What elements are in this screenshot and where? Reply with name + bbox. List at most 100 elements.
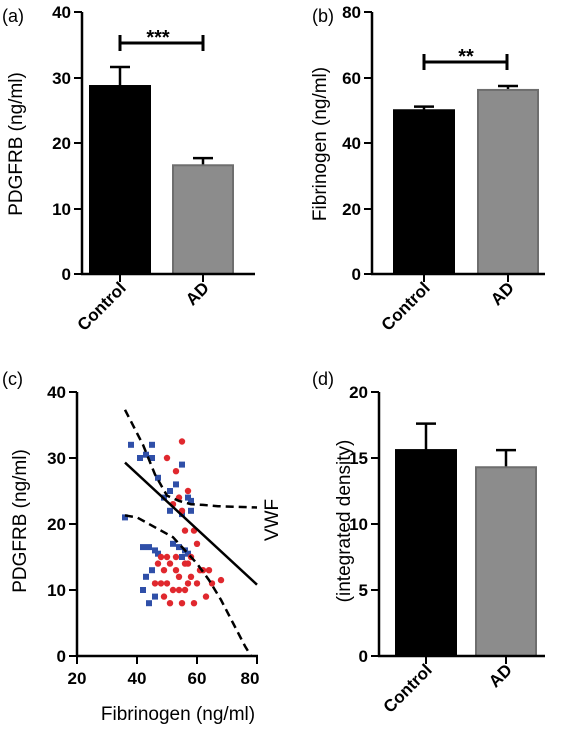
panel-c-point-red-11 — [172, 553, 180, 561]
panel-a-significance-stars: *** — [146, 27, 170, 49]
panel-a-ytick-2: 20 — [52, 134, 71, 153]
panel-b-xtick-control: Control — [378, 278, 434, 334]
panel-b-ytick-3: 60 — [342, 69, 361, 88]
panel-c-point-blue-17 — [149, 567, 155, 574]
panel-c-point-red-20 — [193, 580, 201, 587]
panel-d-ytick-1: 5 — [359, 581, 368, 600]
panel-c-fit-line — [124, 461, 258, 586]
panel-d-control-bar — [395, 449, 457, 657]
panel-b-xtick-marks — [423, 274, 509, 282]
panel-c-point-red-12 — [166, 560, 174, 567]
panel-c-point-blue-14 — [146, 544, 152, 551]
panel-d-yticks: 0 5 10 15 20 — [349, 383, 368, 666]
panel-c-point-blue-26 — [179, 554, 185, 560]
panel-a: (a) PDGFRB (ng/ml) 0 10 20 30 40 Control… — [2, 3, 255, 335]
panel-d-xtick-control: Control — [380, 660, 436, 716]
panel-c-ytick-1: 10 — [47, 581, 66, 600]
panel-b-control-bar — [393, 109, 455, 275]
panel-d-ytick-marks — [371, 391, 379, 657]
panel-c-plot — [122, 409, 258, 657]
panel-c-point-red-6 — [184, 487, 192, 495]
panel-b-bars — [393, 84, 539, 275]
panel-c-point-blue-25 — [185, 550, 191, 557]
panel-c: (c) PDGFRB (ng/ml) 0 10 20 30 40 20 40 6… — [2, 369, 283, 725]
panel-c-point-blue-2 — [143, 451, 149, 458]
panel-d-ytick-2: 10 — [349, 515, 368, 534]
panel-b-ytick-4: 80 — [342, 3, 361, 22]
panel-c-point-red-38 — [151, 580, 159, 587]
panel-b-ytick-0: 0 — [352, 265, 361, 284]
panel-c-ci-upper — [123, 409, 258, 509]
panel-b-ytick-1: 20 — [342, 200, 361, 219]
panel-c-point-blue-0 — [128, 441, 134, 448]
panel-c-point-red-0 — [178, 438, 186, 445]
panel-c-point-red-2 — [172, 468, 180, 475]
panel-a-label: (a) — [2, 6, 24, 26]
panel-c-point-red-9 — [181, 527, 189, 534]
panel-c-xtick-60: 60 — [188, 669, 207, 688]
panel-c-point-blue-23 — [176, 544, 182, 551]
panel-b: (b) Fibrinogen (ng/ml) 0 20 40 60 80 Con… — [310, 3, 545, 335]
panel-c-ytick-2: 20 — [47, 515, 66, 534]
panel-c-point-blue-27 — [167, 488, 173, 494]
panel-c-point-blue-16 — [155, 550, 161, 557]
panel-c-point-blue-8 — [179, 461, 185, 468]
panel-c-ytick-4: 40 — [47, 383, 66, 402]
panel-a-significance — [118, 35, 205, 51]
panel-a-control-bar — [89, 85, 151, 275]
panel-c-point-red-24 — [202, 593, 210, 600]
panel-c-ytick-0: 0 — [57, 647, 66, 666]
panel-c-ytick-marks — [69, 391, 77, 657]
panel-c-ytick-3: 30 — [47, 449, 66, 468]
panel-a-ad-bar — [172, 164, 234, 276]
panel-b-yticks: 0 20 40 60 80 — [342, 3, 361, 284]
panel-c-point-blue-11 — [188, 507, 194, 514]
panel-b-ytick-2: 40 — [342, 134, 361, 153]
panel-c-point-red-34 — [205, 567, 213, 574]
panel-c-point-red-28 — [160, 593, 168, 600]
panel-a-yticks: 0 10 20 30 40 — [52, 3, 71, 284]
panel-c-point-blue-20 — [152, 593, 158, 600]
panel-c-point-red-35 — [172, 567, 180, 574]
panel-c-yticks: 0 10 20 30 40 — [47, 383, 66, 666]
panel-c-point-red-31 — [181, 560, 189, 567]
panel-c-point-blue-21 — [146, 600, 152, 607]
panel-c-point-red-19 — [187, 573, 195, 580]
panel-b-ytick-marks — [364, 11, 372, 275]
panel-c-xlabel: Fibrinogen (ng/ml) — [101, 704, 255, 725]
panel-d-ytick-4: 20 — [349, 383, 368, 402]
panel-b-ad-bar — [477, 88, 539, 275]
panel-c-annotation-vwf: VWF — [262, 499, 283, 541]
panel-d-ylabel: (integrated density) — [334, 440, 355, 603]
panel-c-point-blue-19 — [140, 587, 146, 593]
panel-c-xtick-80: 80 — [241, 669, 260, 688]
panel-c-point-blue-4 — [149, 455, 155, 461]
panel-c-point-red-39 — [157, 553, 165, 561]
panel-c-point-red-23 — [217, 576, 225, 584]
panel-c-point-red-27 — [166, 600, 174, 607]
panel-c-point-red-17 — [175, 573, 183, 580]
panel-c-ylabel: PDGFRB (ng/ml) — [10, 449, 31, 593]
panel-a-ytick-4: 40 — [52, 3, 71, 22]
panel-c-point-blue-13 — [140, 544, 146, 551]
panel-a-bars — [89, 65, 234, 276]
panel-c-point-red-25 — [190, 600, 198, 607]
panel-c-point-red-36 — [184, 580, 192, 587]
panel-c-point-red-37 — [175, 586, 183, 594]
panel-c-point-red-16 — [169, 586, 177, 594]
panel-c-xtick-20: 20 — [68, 669, 87, 688]
panel-c-point-blue-28 — [188, 497, 194, 504]
panel-c-point-red-14 — [157, 580, 165, 587]
panel-c-point-blue-9 — [173, 481, 179, 488]
panel-a-xtick-marks — [119, 274, 204, 282]
panel-b-ylabel: Fibrinogen (ng/ml) — [310, 67, 331, 221]
panel-c-point-red-29 — [154, 560, 162, 567]
panel-a-xtick-control: Control — [74, 278, 130, 334]
panel-c-point-blue-18 — [143, 573, 149, 580]
panel-a-ytick-marks — [74, 11, 82, 275]
panel-b-label: (b) — [312, 6, 334, 26]
panel-c-label: (c) — [2, 369, 23, 389]
panel-c-point-red-13 — [160, 567, 168, 574]
panel-d-bars — [395, 422, 537, 657]
panel-c-point-blue-1 — [137, 455, 143, 461]
